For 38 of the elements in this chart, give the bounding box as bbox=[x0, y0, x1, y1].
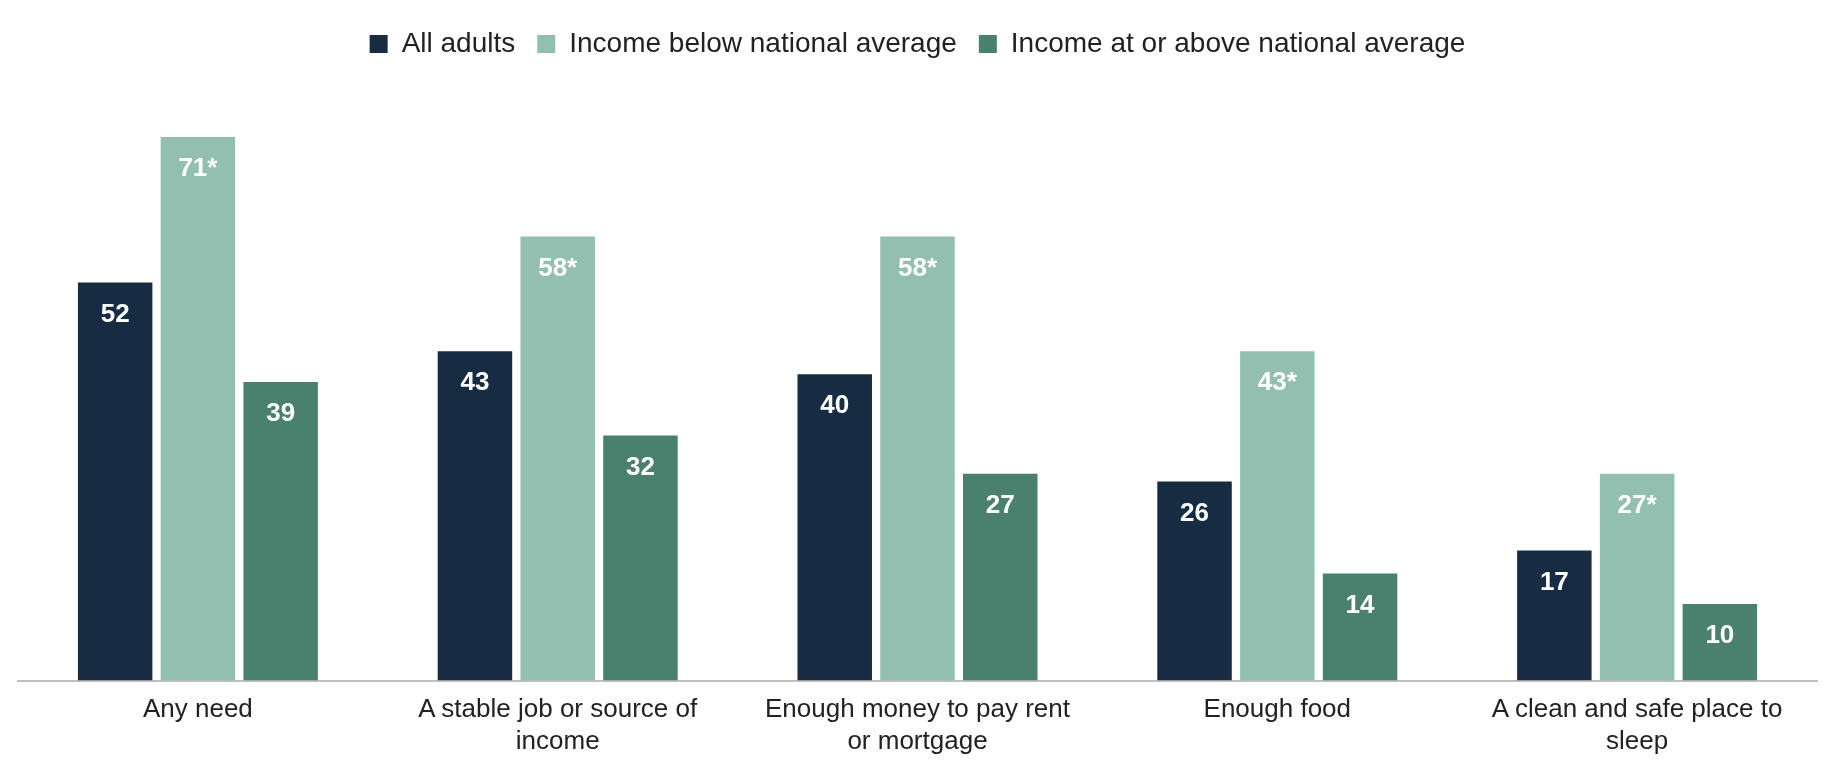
x-tick-label: A clean and safe place to sleep bbox=[1491, 693, 1783, 755]
data-label: 17 bbox=[1539, 565, 1569, 596]
legend-label: All adults bbox=[401, 26, 516, 58]
bar bbox=[880, 236, 955, 681]
bar bbox=[437, 351, 513, 681]
bar bbox=[963, 473, 1038, 681]
data-label: 27* bbox=[1617, 489, 1658, 520]
bar bbox=[77, 282, 153, 681]
data-label: 26 bbox=[1180, 496, 1210, 527]
data-label: 40 bbox=[820, 389, 850, 420]
data-label: 52 bbox=[100, 297, 130, 328]
data-label: 32 bbox=[625, 450, 655, 481]
bar bbox=[1240, 351, 1315, 681]
bar bbox=[1322, 573, 1398, 681]
bar bbox=[1682, 604, 1758, 681]
data-label: 39 bbox=[266, 397, 296, 428]
bar bbox=[1517, 550, 1592, 681]
data-label: 14 bbox=[1345, 588, 1376, 619]
x-tick-label: Any need bbox=[142, 693, 253, 724]
data-label: 10 bbox=[1705, 619, 1735, 650]
bar bbox=[160, 136, 236, 681]
bar bbox=[603, 435, 678, 681]
data-label: 27 bbox=[985, 489, 1015, 520]
bar bbox=[520, 236, 595, 681]
legend-label: Income below national average bbox=[569, 26, 957, 58]
bar bbox=[797, 374, 872, 681]
data-label: 43 bbox=[460, 366, 490, 397]
x-tick-label: Enough money to pay rent or mortgage bbox=[765, 693, 1071, 755]
bar bbox=[1599, 473, 1675, 681]
data-label: 58* bbox=[538, 251, 579, 282]
data-label: 71* bbox=[178, 152, 219, 183]
bar bbox=[1157, 481, 1232, 681]
legend-label: Income at or above national average bbox=[1010, 26, 1466, 58]
data-label: 43* bbox=[1257, 366, 1298, 397]
x-tick-label: Enough food bbox=[1203, 693, 1352, 724]
data-label: 58* bbox=[897, 251, 938, 282]
x-tick-label: A stable job or source of income bbox=[418, 693, 698, 755]
bar bbox=[243, 381, 318, 681]
